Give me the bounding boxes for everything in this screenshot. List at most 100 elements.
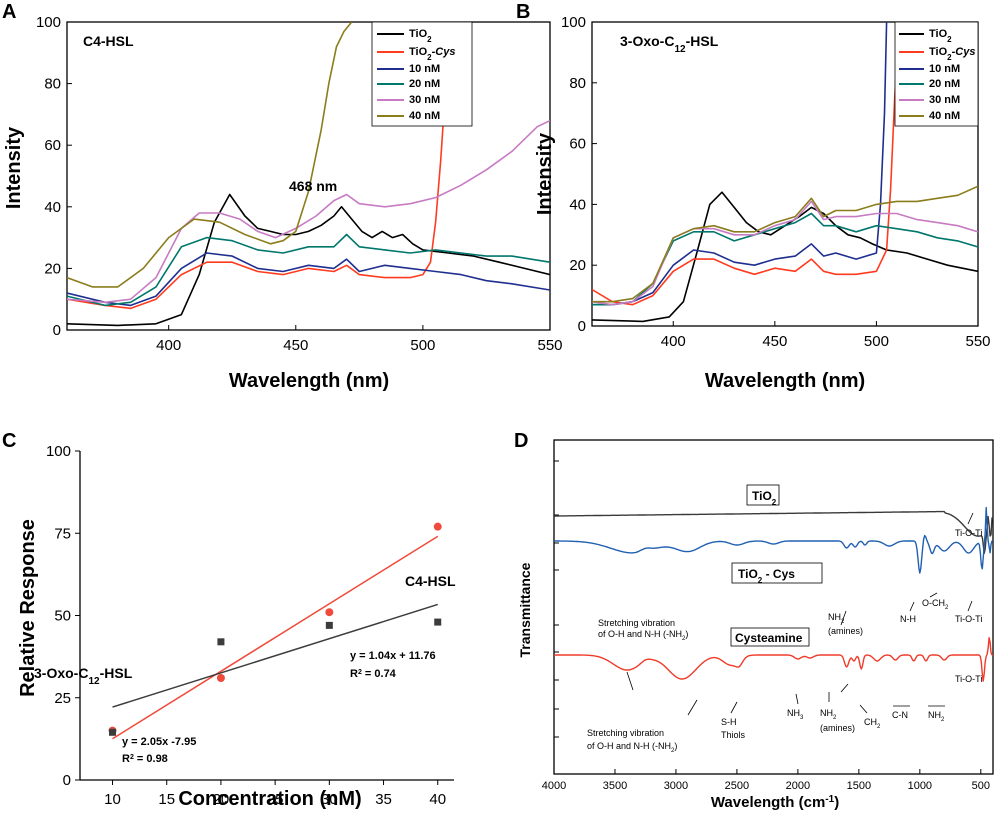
panel-c-ylabel: Relative Response [17, 519, 39, 697]
b-ytick-label: 0 [578, 318, 586, 335]
c-ytick-label: 100 [46, 443, 71, 460]
annot-sh: S-H [721, 717, 737, 727]
legend-a-10nm: 10 nM [409, 63, 440, 75]
c-point-oxo-1 [217, 638, 225, 646]
b-ytick-label: 100 [561, 14, 586, 31]
a-xtick-label: 450 [283, 337, 308, 354]
a-series-5 [67, 22, 353, 288]
c-xtick-label: 15 [158, 791, 175, 808]
peak-annotation: 468 nm [289, 178, 337, 194]
annot-nh: N-H [900, 614, 916, 624]
panel-a-series [67, 22, 550, 327]
c4-hsl-label: C4-HSL [405, 573, 456, 589]
annot-thiols: Thiols [721, 730, 746, 740]
c-point-c4-3 [433, 522, 442, 531]
legend-b-40nm: 40 nM [929, 110, 960, 122]
ftir-cysteamine-label: Cysteamine [735, 631, 803, 645]
b-series-4 [592, 200, 978, 306]
a-ytick-label: 60 [44, 137, 61, 154]
c-xtick-label: 25 [267, 791, 284, 808]
panel-a-letter: A [2, 1, 16, 23]
d-xtick-label: 3500 [603, 780, 627, 792]
ftir-tio2-cys-curve [554, 506, 994, 574]
c-point-oxo-2 [325, 621, 333, 629]
d-xtick-label: 1500 [847, 780, 871, 792]
panel-a-ylabel: Intensity [3, 126, 25, 209]
c-point-oxo-0 [109, 728, 117, 736]
c-xtick-label: 40 [429, 791, 446, 808]
annot-stretch-1: Stretching vibration [598, 618, 675, 628]
annot-nh3: NH3 [787, 708, 804, 721]
b-ytick-label: 20 [569, 257, 586, 274]
b-ytick-label: 80 [569, 75, 586, 92]
annot-stretch-2b: of O-H and N-H (-NH2) [587, 741, 677, 754]
annot-nh2-c: NH2 [928, 710, 945, 723]
panel-b-letter: B [516, 1, 530, 23]
oxo-hsl-label: 3-Oxo-C12-HSL [34, 665, 133, 687]
panel-b-title: 3-Oxo-C12-HSL [620, 33, 719, 55]
panel-d-xlabel: Wavelength (cm-1) [711, 794, 839, 812]
oxo-r2: R2 = 0.74 [350, 668, 397, 680]
d-xtick-label: 4000 [542, 780, 566, 792]
b-ytick-label: 60 [569, 136, 586, 153]
annot-tioti-2: Ti-O-Ti [955, 614, 982, 624]
annot-amines-b: (amines) [820, 723, 855, 733]
panel-c-axes: 10 15 20 25 30 35 40 0 25 50 75 100 [46, 443, 454, 808]
c-ytick-label: 75 [54, 525, 71, 542]
panel-c-xlabel: Concentration (nM) [178, 788, 361, 810]
c-fit-line-0 [112, 535, 439, 740]
annot-cn: C-N [892, 710, 908, 720]
panel-b-ylabel: Intensity [534, 132, 556, 215]
legend-b-cys: TiO2-Cys [929, 46, 975, 62]
annot-ch2: CH2 [864, 717, 881, 730]
panel-b: B 400 450 500 550 0 20 40 60 80 100 3-Oxo-C12-HSL… [516, 1, 991, 392]
annot-amines: (amines) [828, 626, 863, 636]
a-ytick-label: 80 [44, 76, 61, 93]
annot-tioti-1: Ti-O-Ti [955, 674, 982, 684]
annot-stretch-2: Stretching vibration [587, 728, 664, 738]
panel-d-frame [553, 439, 994, 775]
annot-nh2-b: NH2 [820, 708, 837, 721]
panel-a-ticks: 400 450 500 550 0 20 40 60 80 100 [36, 14, 563, 354]
panel-b-ticks: 400 450 500 550 0 20 40 60 80 100 [561, 14, 991, 350]
panel-d-letter: D [514, 430, 528, 452]
panel-c-letter: C [2, 430, 16, 452]
panel-a-title: C4-HSL [83, 33, 134, 49]
b-xtick-label: 550 [965, 333, 990, 350]
b-xtick-label: 450 [762, 333, 787, 350]
legend-b-30nm: 30 nM [929, 94, 960, 106]
d-xtick-label: 1000 [908, 780, 932, 792]
legend-a-tio2: TiO2 [409, 28, 432, 44]
panel-a-legend: TiO2 TiO2-Cys 10 nM 20 nM 30 nM 40 nM [371, 21, 473, 127]
panel-c-series [108, 522, 442, 740]
b-xtick-label: 500 [864, 333, 889, 350]
b-series-2 [592, 22, 888, 306]
panel-b-legend: TiO2 TiO2-Cys 10 nM 20 nM 30 nM 40 nM [894, 21, 979, 127]
panel-a-xlabel: Wavelength (nm) [229, 370, 389, 392]
d-xtick-label: 2000 [786, 780, 810, 792]
a-ytick-label: 20 [44, 260, 61, 277]
c-xtick-label: 10 [104, 791, 121, 808]
a-ytick-label: 0 [53, 322, 61, 339]
panel-b-series [592, 22, 978, 323]
ftir-cysteamine-curve [554, 637, 994, 682]
d-xtick-label: 3000 [664, 780, 688, 792]
b-series-5 [592, 185, 978, 303]
panel-d: D 4000 3500 3000 2500 2000 1500 1000 500 Transm… [514, 430, 994, 812]
a-series-3 [67, 233, 550, 307]
a-series-2 [67, 252, 550, 307]
legend-a-20nm: 20 nM [409, 78, 440, 90]
b-series-3 [592, 212, 978, 306]
d-xtick-label: 500 [972, 780, 990, 792]
c-ytick-label: 0 [63, 772, 71, 789]
a-series-4 [67, 119, 550, 304]
c-point-oxo-3 [434, 618, 442, 626]
c-ytick-label: 50 [54, 608, 71, 625]
a-ytick-label: 100 [36, 14, 61, 31]
ftir-tio2-label: TiO2 [752, 489, 777, 507]
c-point-c4-2 [325, 608, 334, 617]
c-xtick-label: 35 [375, 791, 392, 808]
panel-d-arrows [626, 512, 974, 716]
a-xtick-label: 400 [156, 337, 181, 354]
